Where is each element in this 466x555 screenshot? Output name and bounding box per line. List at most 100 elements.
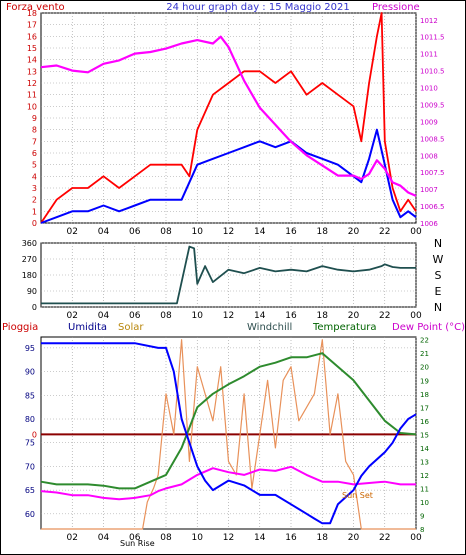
wind-tick-label: 0 xyxy=(32,219,37,228)
pressure-tick-label: 1009 xyxy=(420,118,438,126)
x-tick-label: 04 xyxy=(98,533,110,543)
compass-label: E xyxy=(435,285,442,298)
x-tick-label: 08 xyxy=(160,311,172,321)
pressure-tick-label: 1010.5 xyxy=(420,68,445,76)
pressure-axis-title: Pressione xyxy=(372,2,420,13)
humidity-line xyxy=(41,342,417,525)
pressure-tick-label: 1007 xyxy=(420,186,438,194)
dewpoint-line xyxy=(40,465,416,501)
sunrise-annotation: Sun Rise xyxy=(120,539,155,548)
x-tick-label: 04 xyxy=(98,311,110,321)
humidity-tick-label: 90 xyxy=(25,368,35,377)
x-tick-label: 14 xyxy=(254,227,266,237)
direction-tick-label: 0 xyxy=(32,303,37,312)
x-tick-label: 22 xyxy=(379,311,390,321)
pressure-tick-label: 1006.5 xyxy=(420,203,445,211)
pressure-tick-label: 1006 xyxy=(420,220,438,228)
wind-tick-label: 18 xyxy=(27,9,37,18)
x-tick-label: 20 xyxy=(348,533,360,543)
humidity-tick-label: 65 xyxy=(25,486,35,495)
x-tick-label: 08 xyxy=(160,227,172,237)
direction-tick-label: 360 xyxy=(22,239,37,248)
wind-panel-series xyxy=(40,12,417,224)
temperature-panel-axes: 02 04 06 08 10 12 14 16 18 20 22 006065707580859095… xyxy=(25,337,430,543)
temperature-tick-label: 17 xyxy=(420,404,429,412)
pressure-tick-label: 1012 xyxy=(420,17,438,25)
temperature-tick-label: 20 xyxy=(420,364,429,372)
wind-tick-label: 1 xyxy=(32,207,37,216)
sunset-annotation: Sun Set xyxy=(342,491,373,500)
direction-tick-label: 180 xyxy=(22,271,37,280)
humidity-tick-label: 85 xyxy=(25,391,35,400)
x-tick-label: 16 xyxy=(285,227,297,237)
wind-tick-label: 5 xyxy=(32,161,37,170)
wind-tick-label: 15 xyxy=(27,44,37,53)
humidity-tick-label: 60 xyxy=(25,510,35,519)
humidity-label: Umidita xyxy=(68,322,107,333)
wind-tick-label: 17 xyxy=(27,21,37,30)
compass-label: W xyxy=(433,253,444,266)
wind-tick-label: 13 xyxy=(27,67,37,76)
temperature-tick-label: 15 xyxy=(420,431,429,439)
x-tick-label: 06 xyxy=(129,227,141,237)
temperature-panel-series xyxy=(40,339,417,530)
temperature-tick-label: 16 xyxy=(420,418,429,426)
x-tick-label: 20 xyxy=(348,227,360,237)
pressure-tick-label: 1008.5 xyxy=(420,135,445,143)
direction-tick-label: 90 xyxy=(27,287,37,296)
wind-tick-label: 16 xyxy=(27,32,37,41)
x-tick-label: 16 xyxy=(285,311,297,321)
temperature-tick-label: 10 xyxy=(420,499,429,507)
x-tick-label: 12 xyxy=(223,227,234,237)
direction-panel-grid xyxy=(41,242,417,308)
x-tick-label: 00 xyxy=(410,533,422,543)
wind-tick-label: 11 xyxy=(27,91,37,100)
compass-label: N xyxy=(434,301,442,314)
wind-tick-label: 9 xyxy=(32,114,37,123)
x-tick-label: 16 xyxy=(285,533,297,543)
temperature-tick-label: 11 xyxy=(420,485,429,493)
chart-title: 24 hour graph day : 15 Maggio 2021 xyxy=(166,2,349,13)
x-tick-label: 02 xyxy=(67,311,78,321)
wind-panel-axes: 02 04 06 08 10 12 14 16 18 20 22 000123456789101112… xyxy=(27,9,445,237)
compass-label: N xyxy=(434,237,442,250)
x-tick-label: 10 xyxy=(192,311,204,321)
wind-tick-label: 6 xyxy=(32,149,37,158)
temperature-tick-label: 22 xyxy=(420,337,429,345)
x-tick-label: 04 xyxy=(98,227,110,237)
x-tick-label: 18 xyxy=(317,533,329,543)
temperature-tick-label: 9 xyxy=(420,512,424,520)
x-tick-label: 06 xyxy=(129,311,141,321)
temperature-tick-label: 13 xyxy=(420,458,429,466)
pressure-tick-label: 1011 xyxy=(420,51,438,59)
windchill-label: Windchill xyxy=(247,322,292,333)
x-tick-label: 06 xyxy=(129,533,141,543)
wind-tick-label: 14 xyxy=(27,56,37,65)
wind-tick-label: 8 xyxy=(32,126,37,135)
pressure-line xyxy=(40,35,417,197)
x-tick-label: 12 xyxy=(223,311,234,321)
temperature-tick-label: 8 xyxy=(420,526,424,534)
x-tick-label: 14 xyxy=(254,533,266,543)
temperature-panel-grid xyxy=(41,337,417,529)
rain-zero-label: 0 xyxy=(32,430,37,439)
pressure-tick-label: 1008 xyxy=(420,152,438,160)
rain-label: Pioggia xyxy=(2,322,38,333)
x-tick-label: 02 xyxy=(67,227,78,237)
solar-label: Solar xyxy=(118,322,144,333)
temperature-line xyxy=(40,352,417,490)
wind-tick-label: 2 xyxy=(32,196,37,205)
x-tick-label: 14 xyxy=(254,311,266,321)
solar-line xyxy=(41,339,416,530)
wind-tick-label: 3 xyxy=(32,184,37,193)
x-tick-label: 00 xyxy=(410,227,422,237)
wind-tick-label: 4 xyxy=(32,172,37,181)
direction-tick-label: 270 xyxy=(22,255,37,264)
humidity-tick-label: 75 xyxy=(25,439,35,448)
x-tick-label: 18 xyxy=(317,311,329,321)
compass-label: S xyxy=(435,269,442,282)
wind-axis-title: Forza vento xyxy=(6,2,65,13)
x-tick-label: 12 xyxy=(223,533,234,543)
